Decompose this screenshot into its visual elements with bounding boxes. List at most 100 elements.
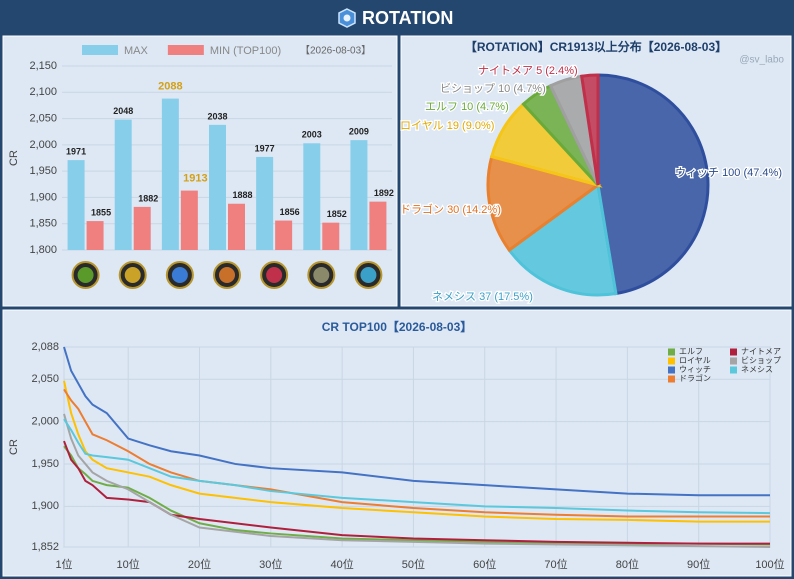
legend-label: ビショップ — [741, 356, 781, 365]
x-tick-label: 10位 — [117, 557, 140, 571]
slice-value-label: 37 (17.5%) — [479, 291, 533, 303]
legend-swatch — [668, 348, 675, 356]
bar-value-label: 1855 — [91, 207, 111, 217]
bar-value-label: 1977 — [255, 143, 275, 153]
icon-core — [77, 267, 94, 283]
annotation: @sv_labo — [739, 55, 784, 66]
bar-value-label: 1888 — [232, 190, 252, 200]
icon-core — [360, 267, 377, 283]
x-tick-label: 1位 — [55, 557, 72, 571]
slice-category: ビショップ — [440, 82, 495, 95]
pie-slice — [579, 73, 600, 186]
icon-core — [313, 267, 330, 283]
series-line — [63, 346, 770, 497]
pie-slice — [486, 154, 602, 253]
bar-value-label: 1856 — [280, 207, 300, 217]
slice-value-label: 10 (4.7%) — [498, 83, 546, 95]
chart-title: 【ROTATION】CR1913以上分布【2026-08-03】 — [465, 39, 727, 54]
series-line — [63, 380, 770, 523]
legend-swatch — [730, 348, 737, 356]
bar — [133, 206, 151, 250]
slice-label: ネメシス 37 (17.5%) — [432, 290, 533, 303]
y-tick-label: 1,950 — [31, 458, 59, 470]
bar-value-label: 2088 — [158, 81, 182, 93]
slice-category: ナイトメア — [478, 64, 533, 77]
bar-value-label: 1913 — [183, 173, 207, 185]
slice-value-label: 19 (9.0%) — [447, 120, 495, 132]
bar-value-label: 1852 — [327, 209, 347, 219]
y-tick-label: 2,100 — [29, 86, 57, 98]
legend-swatch — [82, 45, 118, 55]
y-tick-label: 1,852 — [31, 541, 59, 553]
x-tick-label: 60位 — [473, 557, 496, 571]
legend-label: MAX — [124, 45, 149, 57]
legend-label: ナイトメア — [741, 347, 781, 356]
slice-category: ウィッチ — [675, 166, 719, 179]
legend-label: ネメシス — [741, 365, 773, 374]
series-line — [63, 413, 771, 548]
bar — [161, 98, 179, 250]
x-tick-label: 70位 — [544, 557, 567, 571]
slice-label: ロイヤル 19 (9.0%) — [400, 120, 494, 132]
x-tick-label: 80位 — [616, 557, 639, 571]
bar — [86, 221, 104, 250]
legend-label: MIN (TOP100) — [210, 45, 281, 57]
icon-core — [124, 267, 141, 283]
slice-category: エルフ — [425, 101, 458, 113]
icon-core — [171, 267, 188, 283]
slice-category: ドラゴン — [400, 202, 444, 216]
y-tick-label: 2,000 — [31, 415, 59, 427]
bar-value-label: 2003 — [302, 130, 322, 140]
subtitle: 【2026-08-03】 — [300, 45, 371, 57]
bar — [275, 220, 293, 250]
legend-label: エルフ — [679, 347, 703, 356]
y-axis-label: CR — [8, 150, 20, 166]
slice-label: ウィッチ 100 (47.4%) — [675, 166, 782, 179]
x-tick-label: 40位 — [330, 557, 353, 571]
class-icon — [354, 261, 383, 289]
pie-slice — [507, 182, 618, 297]
bar-value-label: 2009 — [349, 127, 369, 137]
y-tick-label: 1,900 — [31, 500, 59, 512]
bar — [114, 119, 132, 250]
y-tick-label: 1,900 — [29, 191, 57, 203]
legend-swatch — [668, 357, 675, 365]
class-icon — [213, 261, 241, 289]
slice-value-label: 100 (47.4%) — [722, 167, 782, 179]
x-tick-label: 50位 — [402, 557, 425, 571]
class-icon — [165, 261, 194, 289]
class-icon — [260, 261, 289, 289]
series-line — [63, 418, 771, 515]
icon-core — [219, 267, 235, 283]
x-tick-label: 100位 — [755, 557, 784, 571]
x-tick-label: 30位 — [259, 557, 282, 571]
y-tick-label: 1,850 — [29, 218, 57, 230]
slice-category: ネメシス — [432, 290, 476, 303]
class-icon — [71, 261, 100, 289]
series-line — [63, 440, 770, 545]
pie-slice — [596, 73, 710, 296]
slice-label: ドラゴン 30 (14.2%) — [400, 202, 501, 216]
slice-value-label: 30 (14.2%) — [447, 204, 501, 216]
bar-value-label: 1882 — [138, 193, 158, 203]
header-title: ROTATION — [362, 8, 453, 28]
bar — [322, 222, 340, 250]
bar — [369, 201, 387, 250]
bar — [228, 203, 245, 250]
y-tick-label: 1,950 — [29, 165, 57, 177]
legend-swatch — [730, 366, 737, 374]
bar-value-label: 2048 — [113, 106, 133, 116]
slice-value-label: 5 (2.4%) — [536, 65, 578, 77]
slice-label: ビショップ 10 (4.7%) — [440, 82, 546, 95]
legend-label: ウィッチ — [679, 365, 711, 374]
legend-swatch — [668, 366, 675, 374]
slice-value-label: 10 (4.7%) — [461, 101, 509, 113]
legend-swatch — [668, 375, 675, 383]
legend-swatch — [167, 45, 204, 55]
bar — [256, 156, 274, 250]
x-tick-label: 90位 — [687, 557, 710, 571]
bar — [67, 160, 85, 250]
legend-label: ロイヤル — [679, 356, 711, 365]
y-tick-label: 1,800 — [29, 244, 57, 256]
bar-value-label: 1971 — [66, 146, 86, 156]
